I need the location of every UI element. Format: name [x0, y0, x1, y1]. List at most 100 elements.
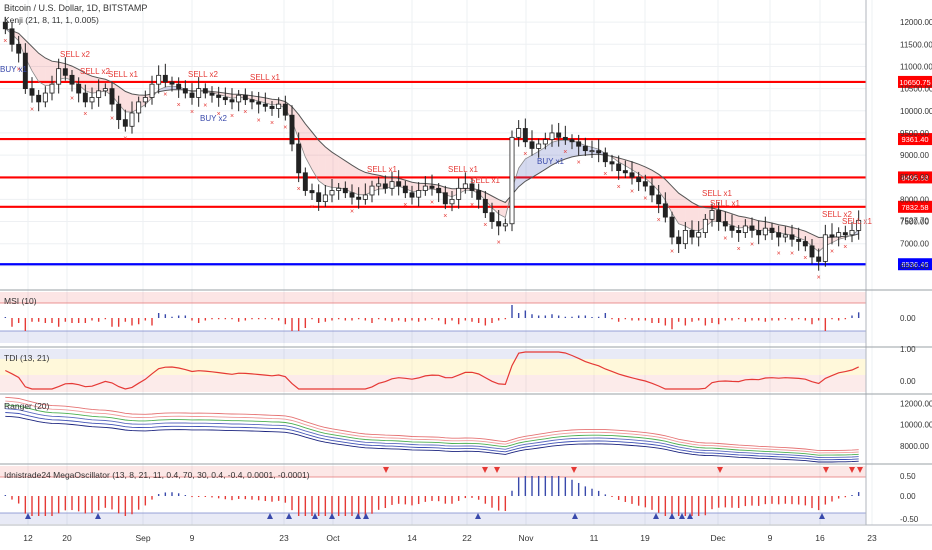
mega-bar: [351, 496, 353, 516]
candle: [816, 256, 822, 262]
candle: [469, 183, 475, 191]
mega-bar: [411, 496, 413, 506]
trend-ribbon: [652, 170, 659, 191]
trend-ribbon: [552, 140, 559, 165]
mega-sell-triangle: [494, 467, 500, 473]
sell-marker: ×: [283, 125, 287, 132]
y-tick-label: 11500.00: [900, 40, 932, 49]
mega-bar: [291, 496, 293, 511]
candle: [129, 112, 135, 127]
candle: [449, 198, 455, 205]
trend-ribbon: [298, 114, 306, 158]
candle: [42, 92, 48, 103]
msi-bar: [704, 318, 707, 326]
mega-bar: [651, 496, 653, 510]
trend-ribbon: [778, 224, 786, 234]
msi-bar: [731, 318, 733, 321]
mega-bar: [564, 477, 567, 496]
candle: [716, 210, 722, 222]
candle: [722, 221, 728, 227]
mega-bar: [451, 496, 453, 504]
mega-bar: [477, 496, 480, 500]
mega-bar: [637, 496, 640, 506]
sell-marker: ×: [443, 213, 447, 220]
mega-bar: [331, 496, 333, 516]
candle: [422, 185, 428, 191]
mega-buy-triangle: [312, 513, 318, 519]
mega-bar: [697, 496, 700, 516]
candle: [342, 187, 348, 194]
candle: [702, 218, 708, 234]
candle: [116, 103, 122, 121]
mega-bar: [17, 496, 20, 504]
trend-ribbon: [305, 123, 312, 170]
candle: [142, 97, 148, 103]
y-tick-label: 10500.00: [900, 85, 932, 94]
candle: [482, 198, 488, 214]
indicator-label: Kenji (21, 8, 11, 1, 0.005): [4, 15, 99, 25]
msi-bar: [651, 318, 653, 323]
sell-marker: ×: [737, 246, 741, 253]
msi-bar: [404, 318, 407, 322]
trend-ribbon: [532, 151, 539, 178]
candle: [69, 74, 75, 85]
y-tick-label: 8500.00: [900, 173, 929, 182]
sell-marker: ×: [203, 102, 207, 109]
candle: [22, 52, 28, 90]
msi-bar: [284, 318, 287, 325]
candle: [542, 139, 548, 145]
mega-bar: [157, 494, 160, 496]
mega-bar: [691, 496, 693, 516]
msi-bar: [684, 318, 687, 326]
candle: [856, 219, 862, 231]
mega-bar: [811, 496, 813, 509]
sell-marker: ×: [257, 117, 261, 124]
msi-bar: [597, 316, 600, 318]
trend-ribbon: [545, 142, 552, 170]
candle: [676, 236, 682, 245]
mega-bar: [277, 496, 280, 501]
msi-bar: [271, 318, 273, 320]
sell-marker: ×: [190, 109, 194, 116]
sell-marker: ×: [3, 38, 7, 45]
mega-bar: [524, 476, 527, 496]
candle: [309, 190, 315, 194]
mega-bar: [417, 496, 420, 505]
mega-bar: [471, 496, 473, 498]
mega-bar: [4, 495, 7, 496]
msi-bar: [564, 316, 567, 318]
y-tick-label: 8000.00: [900, 195, 929, 204]
mega-bar: [731, 496, 733, 508]
msi-bar: [57, 318, 60, 327]
price-level-badge: [898, 200, 932, 213]
sell-signal-label: SELL x1: [842, 217, 872, 226]
msi-bar: [611, 318, 613, 320]
mega-buy-triangle: [475, 513, 481, 519]
msi-bar: [437, 318, 440, 321]
mega-lower-band: [0, 513, 866, 524]
sell-marker: ×: [817, 275, 821, 282]
candle: [556, 132, 562, 138]
sell-marker: ×: [630, 189, 634, 196]
mega-bar: [837, 496, 840, 499]
msi-bar: [244, 318, 247, 321]
msi-bar: [117, 318, 120, 327]
y-tick-label: 11000.00: [900, 62, 932, 71]
sell-marker: ×: [750, 242, 754, 249]
msi-bar: [357, 318, 360, 320]
sell-marker: ×: [523, 151, 527, 158]
sell-signal-label: SELL x2: [822, 210, 852, 219]
mega-bar: [264, 496, 267, 502]
mega-bar: [244, 496, 247, 500]
mega-bar: [424, 496, 427, 502]
y-tick-label: 9500.00: [900, 129, 929, 138]
x-tick-label: 19: [640, 533, 650, 543]
trend-ribbon: [332, 152, 339, 188]
candle: [842, 232, 848, 236]
candle: [496, 221, 502, 227]
sell-marker: ×: [577, 160, 581, 167]
mega-bar: [704, 496, 707, 516]
candle: [836, 232, 842, 238]
msi-bar: [424, 318, 427, 321]
mega-bar: [644, 496, 647, 508]
